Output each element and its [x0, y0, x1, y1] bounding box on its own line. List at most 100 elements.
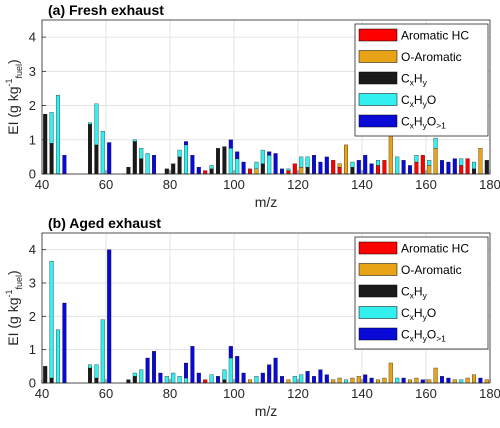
legend-label-cxhy: CxHy	[401, 285, 428, 301]
bar-cxhy-mz55	[88, 124, 92, 175]
bar-cxhyo_gt1-mz143	[369, 163, 374, 175]
bar-cxhyo_gt1-mz75	[152, 351, 156, 384]
tick-labels: 40 60 80 100 120 140 160 180 0 1 2 3 4	[29, 30, 500, 192]
bar-cxhyo-mz71	[139, 148, 144, 159]
x-tick-label: 180	[479, 386, 500, 401]
legend-text-part: y	[423, 78, 428, 88]
bar-cxhyo-mz57	[94, 103, 99, 146]
bar-cxhyo_gt1-mz103	[241, 372, 246, 384]
legend-label-cxhyo_gt1: CxHyO>1	[401, 328, 446, 344]
legend-text-part: C	[401, 72, 410, 86]
bar-cxhy-mz95	[216, 148, 220, 175]
x-tick-label: 100	[223, 386, 245, 401]
bar-cxhy-mz67	[126, 379, 131, 384]
legend-label-aromatic_hc: Aromatic HC	[401, 242, 469, 256]
legend-text-part: C	[401, 306, 410, 320]
legend-text-part: x	[410, 312, 415, 322]
bar-cxhy-mz97	[222, 379, 227, 384]
bar-cxhyo_gt1-mz165	[440, 160, 444, 175]
bar-cxhyo_gt1-mz167	[446, 161, 451, 175]
bar-o_aromatic-mz105	[248, 379, 252, 384]
bar-cxhyo_gt1-mz141	[363, 155, 368, 175]
bar-cxhy-mz109	[260, 163, 265, 175]
panel-title: (a) Fresh exhaust	[48, 2, 164, 18]
y-tick-label: 4	[29, 242, 36, 257]
bar-aromatic_hc-mz157	[414, 161, 419, 175]
bar-cxhyo_gt1-mz155	[408, 165, 412, 175]
bar-aromatic_hc-mz119	[292, 163, 297, 175]
bar-cxhyo_gt1-mz127	[318, 161, 323, 175]
bar-cxhyo_gt1-mz115	[280, 168, 284, 175]
bar-o_aromatic-mz169	[452, 379, 457, 384]
bar-cxhyo_gt1-mz103	[241, 161, 246, 175]
legend-text-part: x	[410, 99, 415, 109]
bar-o_aromatic-mz133	[337, 377, 342, 384]
panel-fresh-exhaust: (a) Fresh exhaust 40 60 80 100 120 140 160 180 0…	[4, 2, 500, 210]
bar-cxhyo-mz93	[209, 374, 214, 384]
bar-cxhyo-mz43	[49, 261, 54, 379]
bar-cxhy-mz93	[209, 168, 214, 175]
bar-cxhyo-mz157	[414, 155, 419, 163]
bar-cxhyo-mz107	[254, 161, 259, 170]
y-label-main: EI (g kg	[5, 297, 21, 345]
bar-cxhyo_gt1-mz101	[235, 356, 240, 384]
bar-cxhyo_gt1-mz109	[260, 372, 265, 384]
bar-o_aromatic-mz161	[427, 379, 432, 384]
x-tick-label: 140	[351, 177, 373, 192]
bar-cxhyo-mz135	[344, 379, 348, 384]
legend-text-part: >1	[436, 121, 446, 131]
legend-text-part: C	[401, 93, 410, 107]
bar-aromatic_hc-mz117	[286, 170, 291, 175]
bar-cxhyo_gt1-mz139	[356, 160, 361, 175]
legend-text-part: y	[423, 291, 428, 301]
y-label-sub: fuel	[14, 275, 24, 290]
bar-cxhy-mz69	[132, 376, 137, 384]
bar-cxhyo_gt1-mz123	[305, 371, 310, 384]
legend-text-part: O	[427, 306, 436, 320]
x-tick-label: 40	[35, 386, 49, 401]
y-tick-label: 1	[29, 342, 36, 357]
bar-cxhyo_gt1-mz177	[478, 377, 483, 384]
bar-cxhyo_gt1-mz115	[280, 376, 284, 384]
bar-cxhy-mz55	[88, 367, 92, 384]
bar-cxhyo_gt1-mz125	[312, 376, 316, 384]
bar-cxhyo_gt1-mz153	[401, 160, 406, 175]
bar-cxhyo-mz59	[100, 319, 105, 384]
bar-cxhy-mz179	[484, 160, 489, 175]
legend-text-part: x	[410, 334, 415, 344]
legend-text-part: H	[414, 328, 423, 342]
x-tick-label: 100	[223, 177, 245, 192]
bar-aromatic_hc-mz133	[337, 167, 342, 175]
bars	[43, 249, 489, 384]
bar-o_aromatic-mz163	[433, 367, 438, 384]
bar-cxhyo_gt1-mz167	[446, 377, 451, 384]
bar-cxhyo-mz71	[139, 369, 144, 384]
bar-o_aromatic-mz147	[382, 377, 387, 384]
bar-o_aromatic-mz137	[350, 377, 355, 384]
panel-aged-exhaust: (b) Aged exhaust 40 60 80 100 120 140 160 180 0 1…	[4, 215, 500, 419]
legend-label-cxhyo: CxHyO	[401, 93, 436, 109]
bar-cxhy-mz81	[171, 163, 176, 175]
bar-cxhyo_gt1-mz153	[401, 377, 406, 384]
plot-frame	[41, 19, 491, 175]
y-tick-label: 0	[29, 167, 36, 182]
bar-cxhyo-mz73	[145, 153, 150, 175]
bar-cxhyo_gt1-mz125	[312, 155, 316, 175]
bar-cxhyo_gt1-mz73	[145, 357, 150, 384]
bar-cxhyo-mz57	[94, 364, 99, 379]
legend-text-part: H	[414, 93, 423, 107]
bar-cxhyo-mz145	[376, 160, 380, 166]
bar-cxhyo_gt1-mz85	[184, 141, 188, 146]
legend-text-part: H	[414, 306, 423, 320]
bar-cxhyo-mz119	[292, 376, 297, 384]
y-label-sup: -1	[4, 289, 14, 297]
bar-cxhy-mz41	[43, 366, 48, 384]
x-tick-label: 160	[415, 177, 437, 192]
bar-cxhyo-mz101	[235, 158, 240, 175]
bar-cxhy-mz97	[222, 146, 227, 175]
bar-aromatic_hc-mz159	[420, 155, 425, 175]
legend-text-part: H	[414, 72, 423, 86]
y-tick-label: 0	[29, 376, 36, 391]
